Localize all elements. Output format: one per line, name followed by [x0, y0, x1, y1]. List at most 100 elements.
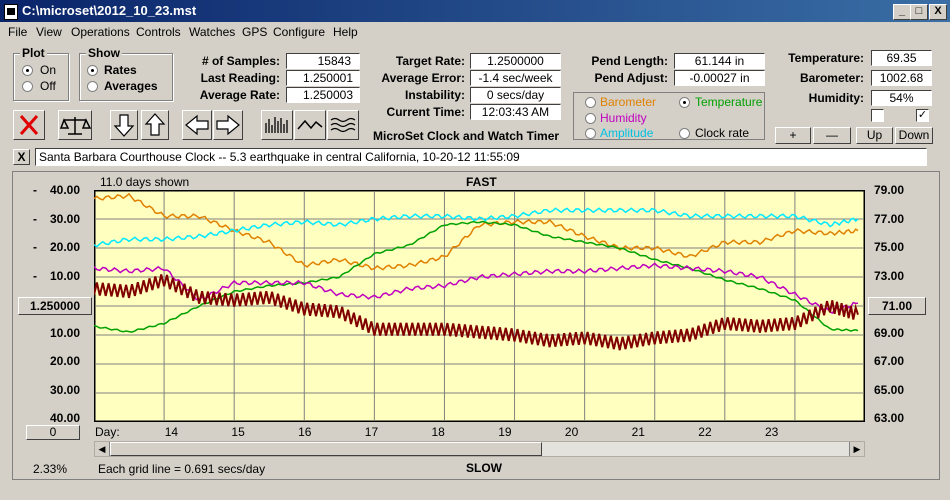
series-line-humidity: [94, 262, 859, 315]
plot-area: [94, 190, 865, 422]
right-tick-label: 77.00: [874, 211, 905, 226]
percent-label: 2.33%: [33, 462, 68, 476]
menu-view[interactable]: View: [36, 25, 62, 39]
app-caption: MicroSet Clock and Watch Timer: [373, 129, 560, 143]
scroll-right-icon[interactable]: ▶: [849, 442, 864, 456]
clock-rate-radio[interactable]: [679, 128, 690, 139]
arrow-right-icon: [216, 114, 240, 136]
menu-gps[interactable]: GPS: [242, 25, 268, 39]
temperature-radio[interactable]: [679, 97, 690, 108]
right-tick-label: 79.00: [874, 183, 905, 197]
move-right-button[interactable]: [213, 110, 243, 140]
humidity-env-label: Humidity:: [808, 91, 864, 105]
clock-rate-label: Clock rate: [695, 126, 750, 140]
show-rates-radio[interactable]: [87, 65, 98, 76]
noise-lines-button[interactable]: [327, 110, 359, 140]
note-field[interactable]: Santa Barbara Courthouse Clock -- 5.3 ea…: [35, 148, 927, 166]
show-group-title: Show: [86, 46, 122, 60]
show-averages-radio[interactable]: [87, 81, 98, 92]
temperature-env-label: Temperature:: [788, 51, 864, 65]
plot-group-title: Plot: [20, 46, 47, 60]
right-tick-label: 69.00: [874, 325, 905, 340]
scale-up-button[interactable]: Up: [856, 127, 893, 144]
day-label: Day:: [95, 425, 120, 439]
plot-on-radio[interactable]: [22, 65, 33, 76]
barometer-label: Barometer: [600, 95, 657, 109]
balance-button[interactable]: [58, 110, 92, 140]
barometer-radio[interactable]: [585, 97, 596, 108]
show-averages-label: Averages: [104, 79, 158, 93]
barometer-env-value: 1002.68: [871, 70, 932, 86]
menu-controls[interactable]: Controls: [136, 25, 181, 39]
day-tick-label: 19: [498, 425, 512, 439]
bar-graph-button[interactable]: [261, 110, 293, 140]
day-tick-label: 22: [698, 425, 712, 439]
smooth-line-button[interactable]: [294, 110, 326, 140]
temperature-env-value: 69.35: [871, 50, 932, 66]
left-tick-label: 20.00: [49, 240, 80, 254]
clear-button[interactable]: [13, 110, 45, 140]
days-shown-label: 11.0 days shown: [100, 175, 190, 189]
last-reading-label: Last Reading:: [200, 71, 280, 85]
left-tick-dash: -: [33, 240, 37, 254]
humidity-env-value: 54%: [871, 90, 932, 106]
barometer-env-label: Barometer:: [799, 71, 864, 85]
instability-label: Instability:: [404, 88, 465, 102]
menu-watches[interactable]: Watches: [189, 25, 236, 39]
left-tick-dash: -: [33, 211, 37, 226]
pend-length-field[interactable]: 61.144 in: [674, 53, 765, 69]
left-tick-label: 20.00: [49, 354, 80, 368]
show-group: Show Rates Averages: [79, 46, 173, 101]
pend-adjust-value: -0.00027 in: [674, 70, 765, 86]
menu-operations[interactable]: Operations: [71, 25, 130, 39]
target-rate-label: Target Rate:: [395, 54, 465, 68]
sensor-select-group: Barometer Temperature Humidity Amplitude…: [573, 92, 765, 140]
arrow-down-icon: [113, 114, 135, 137]
close-button[interactable]: X: [929, 4, 947, 20]
right-tick-label: 65.00: [874, 382, 905, 397]
right-tick-label: 75.00: [874, 240, 905, 254]
minimize-button[interactable]: _: [893, 4, 911, 20]
left-tick-label: 10.00: [49, 268, 80, 283]
average-rate-value: 1.250003: [286, 87, 360, 103]
plot-off-radio[interactable]: [22, 81, 33, 92]
scroll-left-icon[interactable]: ◀: [95, 442, 110, 456]
day-tick-label: 17: [364, 425, 379, 439]
note-close-button[interactable]: X: [13, 149, 30, 165]
move-up-button[interactable]: [141, 110, 169, 140]
humidity-label: Humidity: [600, 111, 647, 125]
move-left-button[interactable]: [182, 110, 212, 140]
offset-button[interactable]: 0: [26, 425, 80, 440]
menu-file[interactable]: File: [8, 25, 28, 39]
pend-length-label: Pend Length:: [591, 54, 668, 68]
plot-group: Plot On Off: [13, 46, 69, 101]
horizontal-scrollbar[interactable]: ◀ ▶: [94, 441, 865, 457]
checkbox-left[interactable]: [871, 109, 884, 122]
slow-label: SLOW: [466, 461, 502, 475]
show-rates-label: Rates: [104, 63, 137, 77]
chart-panel: [12, 171, 940, 480]
target-rate-field[interactable]: 1.2500000: [470, 53, 561, 69]
amplitude-radio[interactable]: [585, 128, 596, 139]
humidity-radio[interactable]: [585, 113, 596, 124]
checkbox-right[interactable]: ✓: [916, 109, 929, 122]
series-line-amplitude: [94, 207, 859, 248]
scroll-thumb[interactable]: [110, 442, 542, 456]
red-x-icon: [19, 115, 39, 135]
menu-configure[interactable]: Configure: [273, 25, 326, 39]
arrow-up-icon: [144, 113, 166, 136]
samples-label: # of Samples:: [201, 54, 280, 68]
scale-plus-button[interactable]: +: [775, 127, 811, 144]
average-error-label: Average Error:: [381, 71, 465, 85]
average-error-value: -1.4 sec/week: [470, 70, 561, 86]
arrow-left-icon: [185, 114, 209, 136]
rate-center-button[interactable]: 1.250000: [18, 297, 92, 315]
temp-center-button[interactable]: 71.00: [868, 297, 926, 315]
scale-minus-button[interactable]: —: [813, 127, 851, 144]
menu-help[interactable]: Help: [333, 25, 358, 39]
day-tick-label: 18: [431, 425, 445, 439]
maximize-button[interactable]: □: [910, 4, 928, 20]
move-down-button[interactable]: [110, 110, 138, 140]
series-line-clock-rate: [94, 274, 859, 351]
scale-down-button[interactable]: Down: [895, 127, 933, 144]
